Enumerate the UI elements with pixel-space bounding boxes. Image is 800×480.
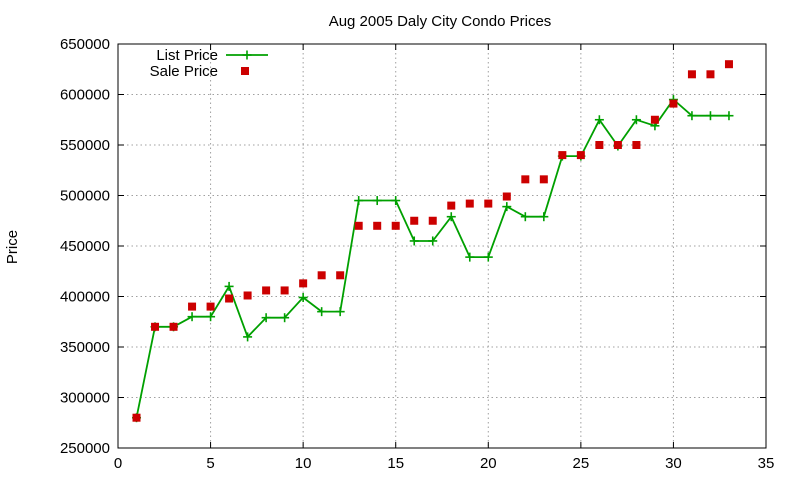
- y-tick-label: 450000: [60, 238, 110, 255]
- data-point: [705, 111, 715, 121]
- data-point: [317, 271, 326, 280]
- y-tick-label: 250000: [60, 440, 110, 457]
- data-point: [225, 294, 234, 303]
- data-point: [558, 151, 567, 160]
- y-tick-label: 500000: [60, 188, 110, 205]
- data-point: [409, 236, 419, 246]
- data-point: [632, 141, 641, 149]
- data-point: [539, 175, 548, 184]
- series-sale-price: [132, 60, 733, 422]
- legend-label: List Price: [156, 47, 218, 64]
- data-point: [465, 252, 475, 262]
- legend-point-swatch: [242, 50, 252, 60]
- data-point: [613, 141, 622, 149]
- data-point: [520, 212, 530, 222]
- data-point: [317, 307, 327, 317]
- y-tick-label: 650000: [60, 36, 110, 53]
- y-tick-label: 350000: [60, 339, 110, 356]
- data-point: [706, 70, 715, 79]
- y-tick-label: 400000: [60, 289, 110, 306]
- data-point: [262, 286, 271, 295]
- data-point: [354, 221, 363, 230]
- x-tick-label: 15: [387, 455, 404, 472]
- legend-item: List Price: [156, 47, 268, 64]
- data-point: [206, 302, 215, 311]
- data-point: [428, 236, 438, 246]
- x-tick-label: 30: [665, 455, 682, 472]
- legend-item: Sale Price: [150, 63, 249, 80]
- y-axis-ticks: 250000 300000 350000 400000 450000 500000 5500…: [60, 36, 766, 457]
- data-point: [650, 115, 659, 124]
- data-point: [521, 175, 530, 184]
- data-point: [391, 196, 401, 206]
- x-tick-label: 5: [206, 455, 214, 472]
- data-point: [354, 196, 364, 206]
- data-point: [169, 322, 178, 331]
- data-point: [336, 271, 345, 280]
- data-point: [187, 312, 197, 322]
- data-point: [465, 199, 474, 208]
- chart-title: Aug 2005 Daly City Condo Prices: [329, 13, 552, 30]
- data-point: [206, 312, 216, 322]
- data-point: [539, 212, 549, 222]
- data-point: [502, 202, 512, 212]
- y-tick-label: 550000: [60, 137, 110, 154]
- legend-point-swatch: [241, 67, 249, 75]
- data-point: [299, 279, 308, 288]
- x-tick-label: 25: [573, 455, 590, 472]
- series-list-price: [132, 95, 734, 423]
- data-point: [261, 313, 271, 323]
- x-tick-label: 0: [114, 455, 122, 472]
- data-point: [594, 115, 604, 125]
- data-point: [243, 291, 252, 300]
- data-point: [502, 192, 511, 201]
- x-tick-label: 35: [758, 455, 775, 472]
- data-point: [298, 293, 308, 303]
- data-point: [483, 252, 493, 262]
- data-point: [410, 216, 419, 225]
- data-point: [151, 322, 160, 331]
- data-point: [484, 199, 493, 208]
- data-point: [669, 99, 678, 108]
- data-point: [576, 151, 585, 160]
- data-point: [280, 313, 290, 323]
- data-point: [391, 221, 400, 230]
- plot-frame: [117, 43, 767, 449]
- x-tick-label: 20: [480, 455, 497, 472]
- data-point: [724, 111, 734, 121]
- data-point: [224, 281, 234, 291]
- data-point: [188, 302, 197, 311]
- y-tick-label: 600000: [60, 87, 110, 104]
- data-point: [335, 307, 345, 317]
- data-point: [372, 196, 382, 206]
- data-point: [428, 216, 437, 225]
- data-point: [687, 111, 697, 121]
- y-axis-label: Price: [4, 230, 21, 264]
- x-tick-label: 10: [295, 455, 312, 472]
- data-point: [243, 332, 253, 342]
- data-point: [280, 286, 289, 295]
- series-layer: [132, 60, 734, 423]
- data-point: [687, 70, 696, 79]
- data-point: [446, 212, 456, 222]
- data-point: [724, 60, 733, 69]
- legend-label: Sale Price: [150, 63, 218, 80]
- data-point: [631, 115, 641, 125]
- data-point: [447, 201, 456, 210]
- y-tick-label: 300000: [60, 390, 110, 407]
- data-point: [132, 413, 141, 422]
- x-axis-ticks: 0 5 10 15 20 25 30 35: [114, 44, 775, 472]
- data-point: [595, 141, 604, 149]
- data-point: [373, 221, 382, 230]
